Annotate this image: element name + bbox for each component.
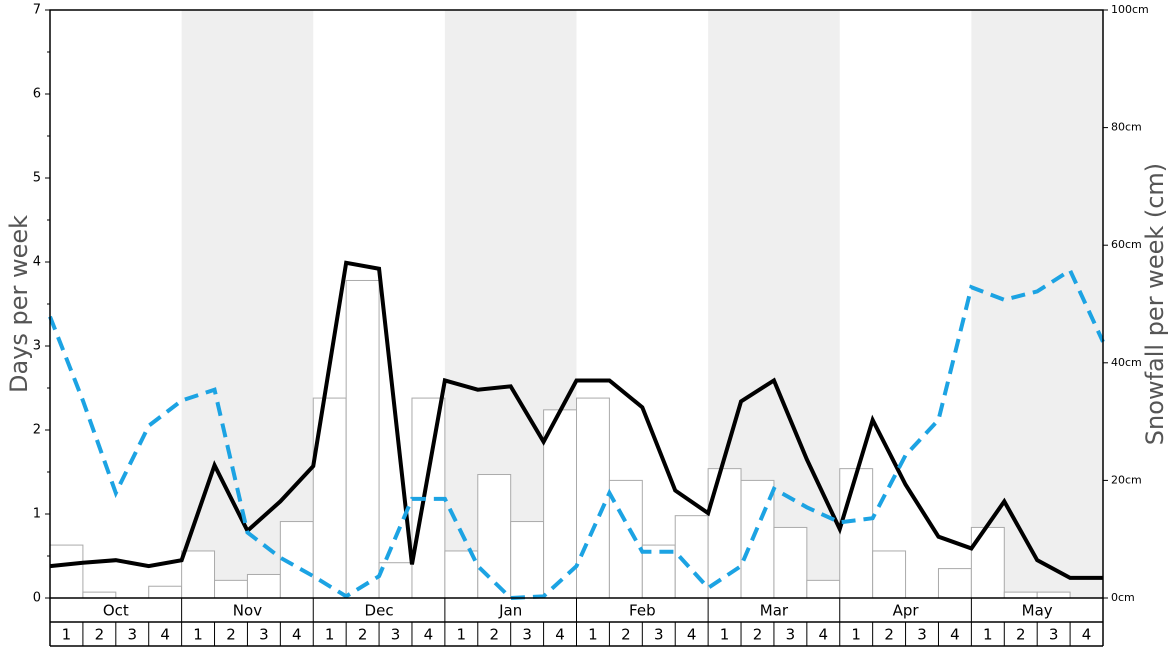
left-axis: 0 1 2 3 4 5 6 7 bbox=[33, 3, 50, 606]
right-tick-label: 100cm bbox=[1111, 3, 1149, 16]
week-label: 3 bbox=[259, 626, 269, 644]
right-tick-label: 80cm bbox=[1111, 121, 1142, 134]
left-tick-label: 5 bbox=[33, 171, 41, 186]
month-label: Feb bbox=[629, 602, 656, 620]
week-label: 2 bbox=[884, 626, 894, 644]
snowfall-bar bbox=[872, 550, 907, 599]
week-label: 1 bbox=[325, 626, 335, 644]
week-label: 1 bbox=[720, 626, 730, 644]
week-label: 4 bbox=[1082, 626, 1092, 644]
week-label: 1 bbox=[851, 626, 861, 644]
snowfall-bar bbox=[49, 544, 84, 599]
week-label: 4 bbox=[819, 626, 829, 644]
week-label: 3 bbox=[654, 626, 664, 644]
month-band-may bbox=[971, 10, 1103, 598]
right-tick-label: 20cm bbox=[1111, 473, 1142, 486]
week-label: 2 bbox=[358, 626, 368, 644]
week-label: 4 bbox=[424, 626, 434, 644]
month-label: Oct bbox=[103, 602, 129, 620]
snowfall-bar bbox=[510, 521, 545, 599]
snowfall-bar bbox=[937, 568, 972, 599]
snowfall-bar bbox=[576, 397, 610, 599]
week-label-row: 1 2 3 4 1 2 3 4 1 2 3 4 1 2 3 4 1 2 3 4 1 2 3 4 1 2 3 4 1 2 3 4 bbox=[62, 622, 1092, 646]
snowfall-bars bbox=[49, 279, 1071, 599]
left-tick-label: 7 bbox=[33, 3, 41, 18]
snowfall-bar bbox=[707, 468, 742, 599]
week-label: 3 bbox=[1049, 626, 1059, 644]
snowfall-bar bbox=[148, 585, 183, 599]
week-label: 2 bbox=[489, 626, 499, 644]
week-label: 2 bbox=[753, 626, 763, 644]
week-label: 3 bbox=[786, 626, 796, 644]
week-label: 1 bbox=[62, 626, 72, 644]
snowfall-bar bbox=[641, 544, 676, 599]
week-label: 4 bbox=[160, 626, 170, 644]
month-label: Mar bbox=[760, 602, 789, 620]
left-tick-label: 3 bbox=[33, 339, 41, 354]
month-label: May bbox=[1022, 602, 1053, 620]
left-tick-label: 2 bbox=[33, 423, 41, 438]
snowfall-bar bbox=[1003, 591, 1038, 599]
snowfall-bar bbox=[477, 474, 512, 599]
month-background-bands bbox=[181, 10, 1103, 598]
left-tick-label: 0 bbox=[33, 591, 41, 606]
snowfall-bar bbox=[839, 468, 874, 599]
right-tick-label: 60cm bbox=[1111, 238, 1142, 251]
snowfall-bar bbox=[806, 579, 841, 599]
week-label: 1 bbox=[588, 626, 598, 644]
week-label: 2 bbox=[95, 626, 105, 644]
week-label: 4 bbox=[687, 626, 697, 644]
right-tick-label: 0cm bbox=[1111, 591, 1135, 604]
dashed-blue-line bbox=[48, 267, 1105, 601]
week-label: 4 bbox=[555, 626, 565, 644]
week-label: 2 bbox=[226, 626, 236, 644]
snowfall-bar bbox=[181, 550, 216, 599]
week-label: 4 bbox=[950, 626, 960, 644]
week-label: 1 bbox=[193, 626, 203, 644]
snowfall-bar bbox=[773, 526, 808, 599]
solid-black-line bbox=[49, 260, 1103, 580]
left-tick-label: 4 bbox=[33, 255, 41, 270]
week-label: 3 bbox=[127, 626, 137, 644]
month-label: Jan bbox=[498, 602, 522, 620]
week-label: 2 bbox=[621, 626, 631, 644]
week-label: 3 bbox=[917, 626, 927, 644]
week-label: 1 bbox=[457, 626, 467, 644]
week-label: 3 bbox=[391, 626, 401, 644]
left-axis-title: Days per week bbox=[5, 215, 33, 393]
week-label: 1 bbox=[983, 626, 993, 644]
left-tick-label: 1 bbox=[33, 507, 41, 522]
snowfall-bar bbox=[1036, 591, 1071, 599]
month-band-nov bbox=[181, 10, 314, 598]
month-label: Dec bbox=[365, 602, 394, 620]
snowfall-bar bbox=[378, 562, 413, 599]
snowfall-bar bbox=[246, 573, 281, 599]
left-tick-label: 6 bbox=[33, 87, 41, 102]
month-label: Nov bbox=[233, 602, 262, 620]
week-label: 4 bbox=[292, 626, 302, 644]
month-label: Apr bbox=[893, 602, 920, 620]
right-axis: 0cm 20cm 40cm 60cm 80cm 100cm bbox=[1103, 3, 1149, 604]
right-tick-label: 40cm bbox=[1111, 356, 1142, 369]
snowfall-bar bbox=[214, 579, 248, 599]
day-lines bbox=[48, 260, 1105, 601]
week-label: 3 bbox=[522, 626, 532, 644]
right-axis-title: Snowfall per week (cm) bbox=[1141, 163, 1168, 445]
snowfall-bar bbox=[82, 591, 117, 599]
snowfall-bar bbox=[345, 279, 380, 599]
week-label: 2 bbox=[1016, 626, 1026, 644]
